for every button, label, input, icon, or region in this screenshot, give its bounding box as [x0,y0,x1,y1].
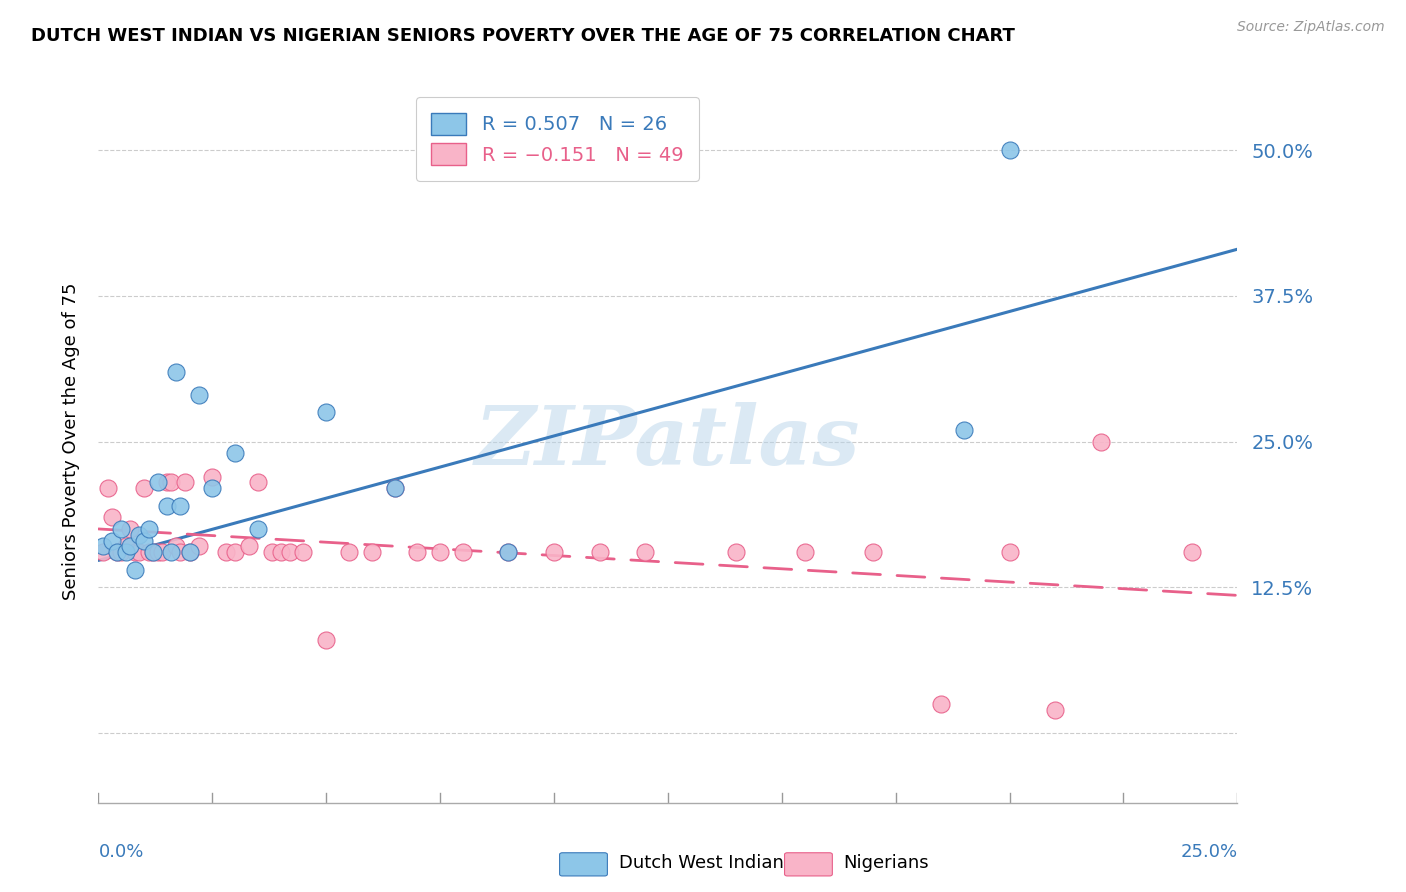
Point [384,481,406,495]
Text: Source: ZipAtlas.com: Source: ZipAtlas.com [1237,20,1385,34]
Point [120,522,142,536]
Point [201,469,224,483]
Point [998,545,1021,559]
Point [187,388,209,402]
Text: ZIPatlas: ZIPatlas [475,401,860,482]
Point [156,475,179,490]
Point [124,545,146,559]
Point [215,545,238,559]
Point [929,697,952,711]
Text: DUTCH WEST INDIAN VS NIGERIAN SENIORS POVERTY OVER THE AGE OF 75 CORRELATION CHA: DUTCH WEST INDIAN VS NIGERIAN SENIORS PO… [31,27,1015,45]
Point [278,545,301,559]
Point [138,522,160,536]
Point [169,545,191,559]
Point [146,475,169,490]
Point [128,545,150,559]
Point [260,545,283,559]
Point [862,545,884,559]
Point [146,545,169,559]
Point [105,545,128,559]
Point [187,540,209,554]
Point [315,405,337,419]
Point [105,545,128,559]
Point [337,545,360,559]
Point [1181,545,1204,559]
Point [124,563,146,577]
Point [588,545,610,559]
Point [132,481,155,495]
Legend: R = 0.507   N = 26, R = −0.151   N = 49: R = 0.507 N = 26, R = −0.151 N = 49 [416,97,699,181]
Point [179,545,201,559]
Point [406,545,429,559]
Text: Dutch West Indians: Dutch West Indians [619,855,793,872]
Point [156,499,179,513]
Point [114,540,136,554]
Point [101,510,124,524]
Point [96,481,118,495]
Point [150,545,173,559]
Point [160,475,183,490]
Point [179,545,201,559]
Point [142,545,165,559]
Point [1090,434,1112,449]
Text: 25.0%: 25.0% [1180,843,1237,861]
Point [315,632,337,647]
Text: Nigerians: Nigerians [844,855,929,872]
Point [360,545,382,559]
Point [101,533,124,548]
Point [91,545,114,559]
Point [224,545,246,559]
Point [114,545,136,559]
Point [165,540,187,554]
Point [224,446,246,460]
Point [953,423,976,437]
Point [238,540,260,554]
Point [793,545,815,559]
Point [128,528,150,542]
Point [725,545,748,559]
Point [429,545,451,559]
Point [169,499,191,513]
Point [174,475,197,490]
Point [451,545,474,559]
Y-axis label: Seniors Poverty Over the Age of 75: Seniors Poverty Over the Age of 75 [62,283,80,600]
Point [120,540,142,554]
Point [543,545,565,559]
Point [246,522,269,536]
Point [160,545,183,559]
Point [998,143,1021,157]
Point [384,481,406,495]
Point [110,522,132,536]
Point [142,545,165,559]
Point [634,545,657,559]
Point [498,545,520,559]
Point [91,540,114,554]
Point [201,481,224,495]
Point [110,545,132,559]
Point [138,545,160,559]
Point [270,545,292,559]
Text: 0.0%: 0.0% [98,843,143,861]
Point [165,365,187,379]
Point [246,475,269,490]
Point [498,545,520,559]
Point [292,545,315,559]
Point [132,533,155,548]
Point [1043,702,1066,716]
